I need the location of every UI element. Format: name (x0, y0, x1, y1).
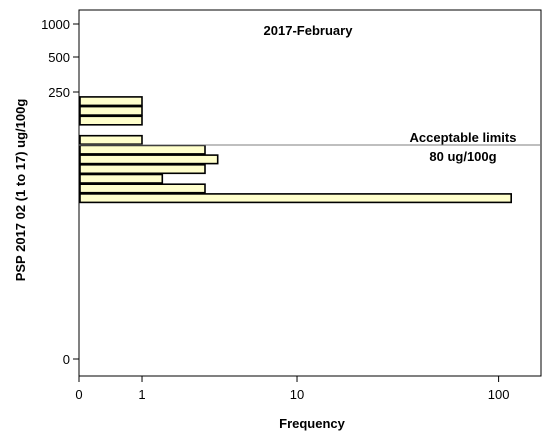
bar-bin-2 (79, 183, 206, 194)
chart-title: 2017-February (264, 23, 354, 38)
x-tick-label-0: 0 (75, 387, 82, 402)
bar-bin-6 (79, 144, 206, 155)
x-tick-label-10: 10 (290, 387, 304, 402)
bar-bin-11 (79, 96, 143, 107)
y-axis: 0 250 500 1000 (41, 17, 79, 367)
bar-bin-9 (79, 115, 143, 126)
y-axis-label: PSP 2017 02 (1 to 17) ug/100g (13, 99, 28, 282)
bars-layer (79, 96, 513, 204)
x-tick-label-1: 1 (138, 387, 145, 402)
x-tick-label-100: 100 (488, 387, 510, 402)
y-tick-label-1000: 1000 (41, 17, 70, 32)
reference-label-line1: Acceptable limits (410, 130, 517, 145)
x-axis: 0 1 10 100 (75, 376, 509, 402)
y-tick-label-500: 500 (48, 50, 70, 65)
bar-bin-10 (79, 105, 143, 116)
bar-bin-7 (79, 134, 143, 145)
bar-bin-1 (79, 193, 513, 204)
x-axis-label: Frequency (279, 416, 346, 431)
y-tick-label-0: 0 (63, 352, 70, 367)
bar-bin-5 (79, 154, 219, 165)
plot-frame (78, 9, 542, 377)
reference-label-line2: 80 ug/100g (429, 149, 496, 164)
y-tick-label-250: 250 (48, 85, 70, 100)
bar-bin-4 (79, 164, 206, 175)
bar-bin-3 (79, 173, 164, 184)
